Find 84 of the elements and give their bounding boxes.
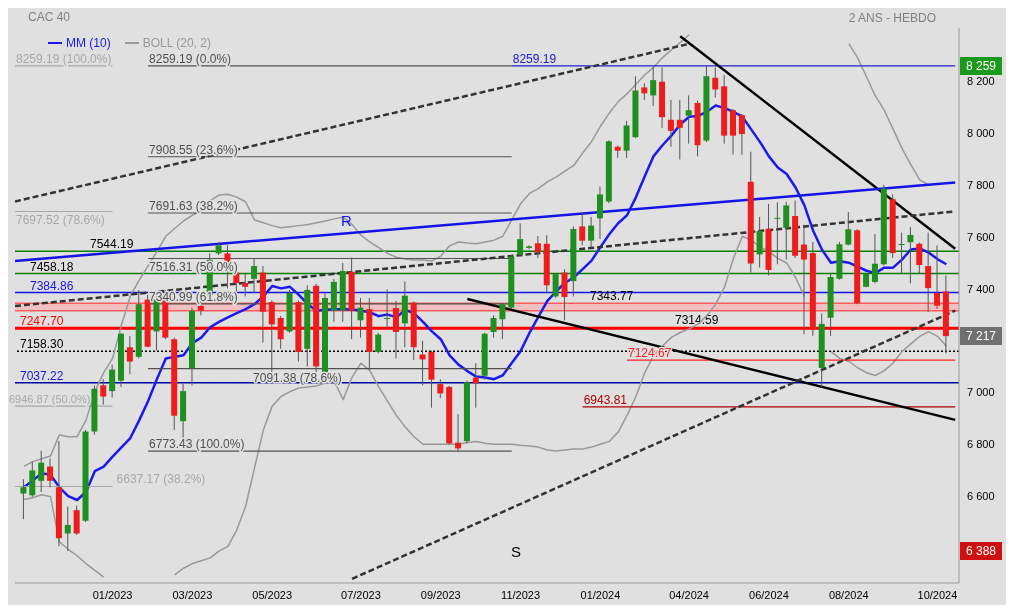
candlestick [738,113,745,156]
series-label: 6943.81 [583,392,628,407]
candlestick [242,273,249,297]
candlestick [783,201,790,261]
candlestick [650,66,657,107]
candlestick [109,364,116,399]
candlestick [712,66,719,98]
x-tick-label: 03/2023 [172,588,213,601]
candlestick [925,232,932,313]
x-tick-label: 05/2023 [252,588,293,601]
candlestick [934,244,941,310]
text: 2 ANS - HEBDO [848,10,936,26]
candlestick [667,99,674,148]
y-tick-label: 8 000 [967,126,995,139]
y-tick-label: 7 800 [967,178,995,191]
y-tick-label: 6 800 [967,438,995,451]
candlestick [64,505,71,552]
ref-line-label: 7384.86 [30,278,74,293]
x-tick-label: 01/2024 [580,588,621,601]
y-tick-label: 7 600 [967,230,995,243]
y-tick-label: 7 400 [967,282,995,295]
candlestick [676,99,683,160]
candlestick [375,332,382,354]
candlestick [517,222,524,257]
candlestick [552,272,559,299]
x-tick-label: 01/2023 [92,588,133,601]
x-tick-label: 07/2023 [341,588,381,601]
series-label: 6637.17 (38.2%) [116,472,206,487]
series-label: 8259.19 (100.0%) [16,51,112,66]
y-tick-label: 7 000 [967,386,995,399]
candlestick [490,314,497,339]
candlestick [800,224,807,335]
candlestick [916,241,923,275]
series-label: 8259.19 (0.0%) [149,51,232,66]
series-label: 7691.63 (38.2%) [149,199,238,214]
text: 8 259 [960,57,1003,75]
candlestick [38,450,45,493]
candlestick [845,211,852,246]
series-label: 6773.43 (100.0%) [149,437,245,452]
series-label: 8259.19 [512,51,557,66]
candlestick [898,232,905,275]
candlestick [774,201,781,265]
chart-title: CAC 40 [28,10,71,24]
annotation: S [511,543,522,560]
candlestick [596,185,603,240]
candlestick [437,378,444,399]
series-label: 7124.67 [628,346,672,361]
annotation: R [341,212,352,229]
candlestick [126,335,133,375]
ref-line-label: 7544.19 [90,237,134,252]
text: 6 388 [960,542,1003,560]
candlestick [756,216,763,269]
candlestick [526,244,533,250]
candlestick [73,505,80,536]
candlestick [871,233,878,284]
ref-line-label: 7458.18 [30,259,74,274]
series-label: 7908.55 (23.6%) [149,142,238,157]
series-label: 7091.38 (78.6%) [253,370,342,385]
candlestick [579,211,586,246]
x-tick-label: 10/2024 [917,588,958,601]
candlestick [588,216,595,248]
candlestick [47,458,54,488]
y-tick-label: 6 600 [967,490,995,503]
x-tick-label: 04/2024 [669,588,709,601]
ref-line-label: 7314.59 [675,312,719,327]
candlestick [534,235,541,259]
legend-label: MM (10) [65,36,111,50]
candlestick [100,378,107,406]
ref-line-label: 7158.30 [20,337,64,352]
candlestick [277,315,284,350]
candlestick [907,226,914,284]
text: 7 217 [960,327,1003,345]
x-tick-label: 08/2024 [828,588,869,601]
x-tick-label: 09/2023 [420,588,461,601]
x-tick-label: 06/2024 [749,588,789,601]
ref-line-label: 7037.22 [20,368,64,383]
ref-line-label: 7343.77 [590,289,634,304]
x-tick-label: 11/2023 [501,588,541,601]
ref-line-label: 7247.70 [20,314,64,329]
y-tick-label: 8 200 [967,75,995,88]
series-label: 7697.52 (78.6%) [16,213,105,228]
legend-label: BOLL (20, 2) [141,36,211,50]
candlestick [685,94,692,145]
candlestick [20,478,27,520]
